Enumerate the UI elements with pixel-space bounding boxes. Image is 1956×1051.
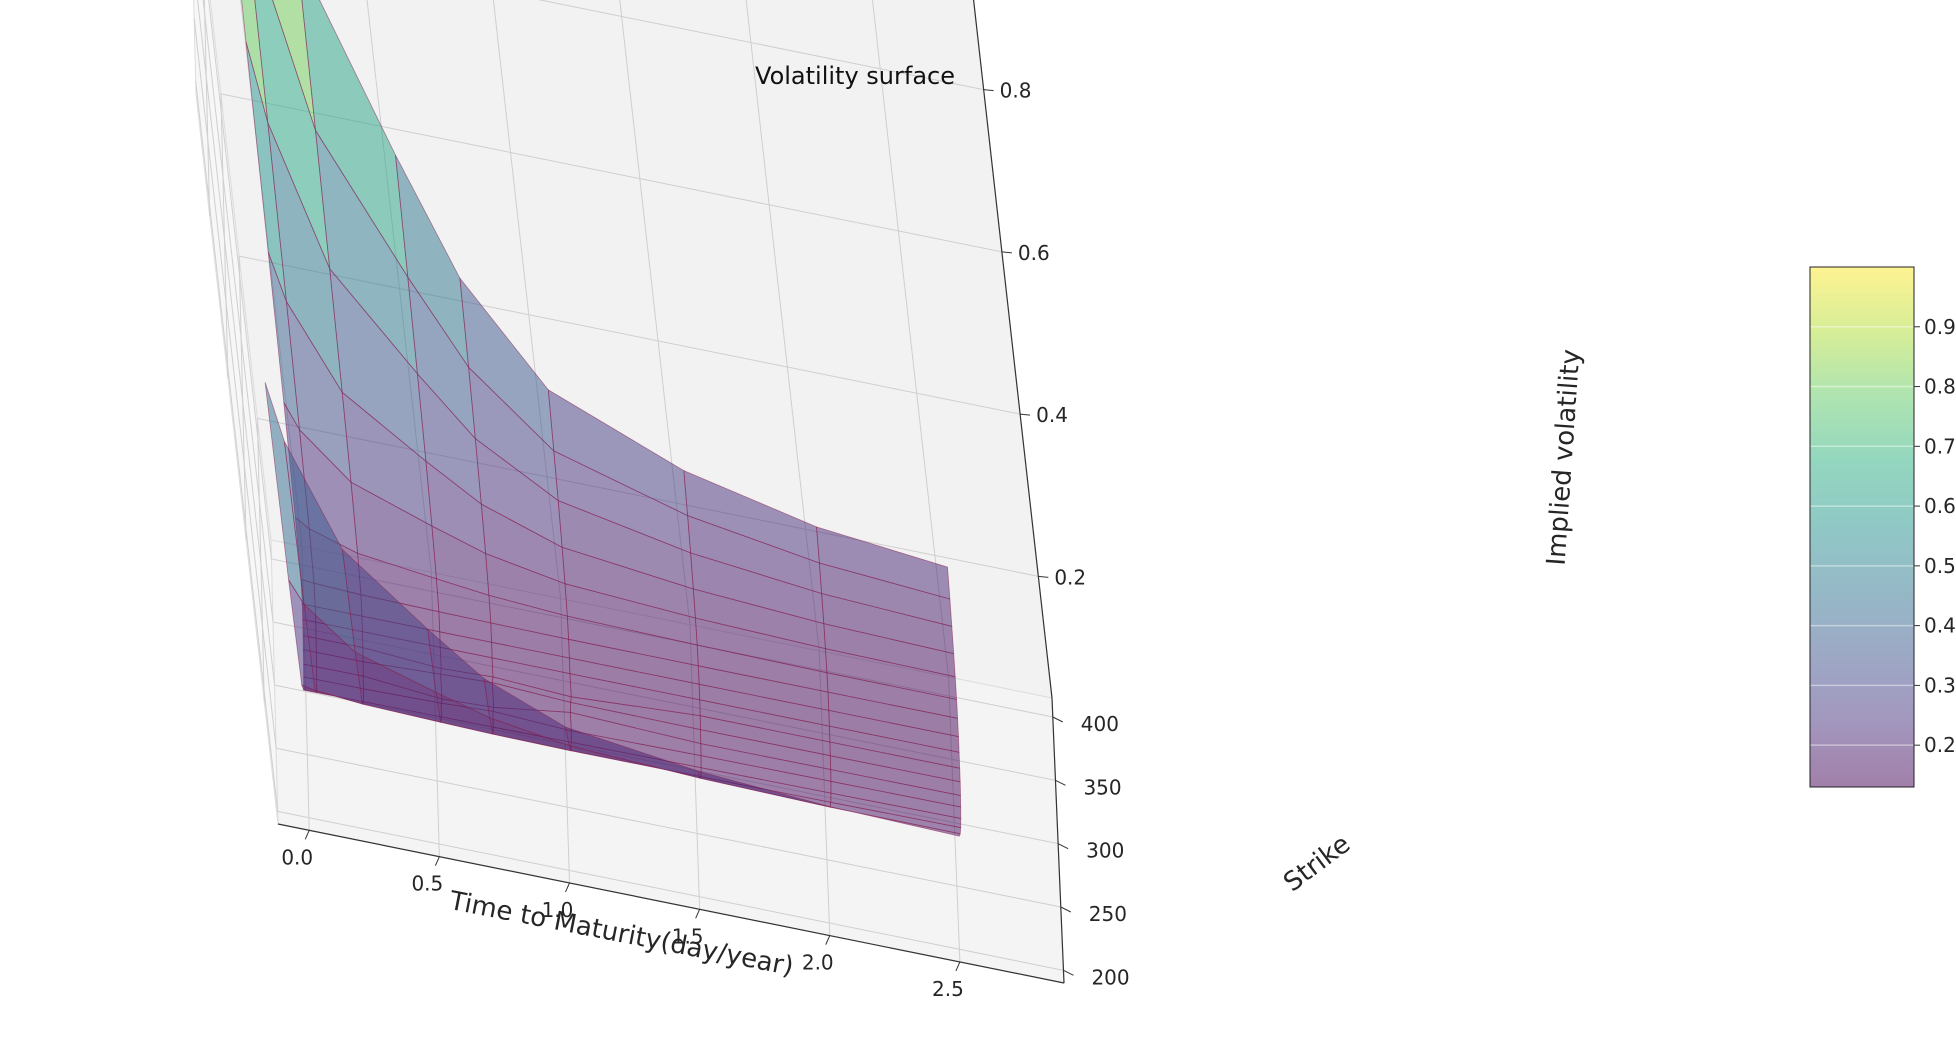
z-tick bbox=[1001, 251, 1012, 254]
y-tick-label: 300 bbox=[1086, 839, 1124, 863]
x-tick-label: 0.5 bbox=[411, 872, 443, 896]
colorbar-tick-label: 0.5 bbox=[1924, 554, 1956, 578]
colorbar-tick-label: 0.2 bbox=[1924, 733, 1956, 757]
z-axis-label: Implied volatility bbox=[1542, 348, 1587, 566]
z-tick bbox=[983, 89, 994, 92]
x-tick bbox=[955, 961, 961, 972]
z-grid-left bbox=[256, 418, 265, 703]
y-tick-label: 400 bbox=[1081, 712, 1119, 736]
z-tick bbox=[1038, 575, 1049, 578]
x-tick-label: 2.0 bbox=[802, 951, 834, 975]
x-tick-label: 1.5 bbox=[672, 924, 704, 948]
surface-mesh bbox=[241, 0, 962, 837]
x-tick bbox=[565, 882, 570, 893]
colorbar-tick-label: 0.6 bbox=[1924, 494, 1956, 518]
z-tick bbox=[1020, 413, 1031, 416]
z-grid-back bbox=[537, 0, 984, 91]
x-tick-label: 1.0 bbox=[542, 898, 574, 922]
y-axis-label: Strike bbox=[1278, 829, 1356, 898]
colorbar-frame bbox=[1809, 266, 1915, 788]
x-tick bbox=[825, 935, 831, 945]
y-grid-floor bbox=[276, 747, 1061, 908]
colorbar-tick-label: 0.8 bbox=[1924, 375, 1956, 399]
axes: 0.0 0.5 1.0 1.5 2.0 2.5 200 250 300 350 400 0.2 0.4 0… bbox=[277, 0, 1130, 1001]
x-axis-line bbox=[277, 823, 1065, 984]
colorbar-gradient bbox=[1810, 267, 1914, 787]
z-grid-left bbox=[220, 93, 229, 378]
y-tick bbox=[1060, 906, 1072, 913]
y-tick bbox=[1055, 779, 1066, 786]
y-tick-label: 200 bbox=[1091, 965, 1129, 989]
x-tick-label: 2.5 bbox=[932, 977, 964, 1001]
y-grid-floor bbox=[277, 810, 1064, 971]
colorbar-tick-label: 0.4 bbox=[1924, 614, 1956, 638]
colorbar-tick-label: 0.3 bbox=[1924, 673, 1956, 697]
y-axis-line bbox=[1051, 697, 1065, 984]
colorbar-tick-label: 0.9 bbox=[1924, 315, 1956, 339]
y-tick-label: 250 bbox=[1089, 902, 1127, 926]
colorbar: 0.2 0.3 0.4 0.5 0.6 0.7 0.8 0.9 bbox=[1809, 266, 1956, 788]
y-tick bbox=[1057, 843, 1069, 850]
x-tick bbox=[434, 856, 440, 866]
y-tick-label: 350 bbox=[1083, 775, 1121, 799]
y-tick bbox=[1063, 969, 1074, 976]
z-grid-left bbox=[203, 0, 211, 216]
y-tick bbox=[1052, 716, 1064, 723]
x-tick-label: 0.0 bbox=[281, 845, 313, 869]
z-tick-label: 0.6 bbox=[1018, 241, 1050, 265]
z-grid-left bbox=[238, 256, 247, 541]
chart-title: Volatility surface bbox=[755, 62, 955, 90]
z-tick-label: 0.2 bbox=[1054, 565, 1086, 589]
x-tick bbox=[695, 909, 701, 919]
colorbar-tick-label: 0.7 bbox=[1924, 434, 1956, 458]
z-tick-label: 0.8 bbox=[1000, 79, 1032, 103]
surface-patch bbox=[828, 806, 961, 837]
x-tick bbox=[304, 830, 310, 840]
z-tick-label: 0.4 bbox=[1036, 403, 1068, 427]
